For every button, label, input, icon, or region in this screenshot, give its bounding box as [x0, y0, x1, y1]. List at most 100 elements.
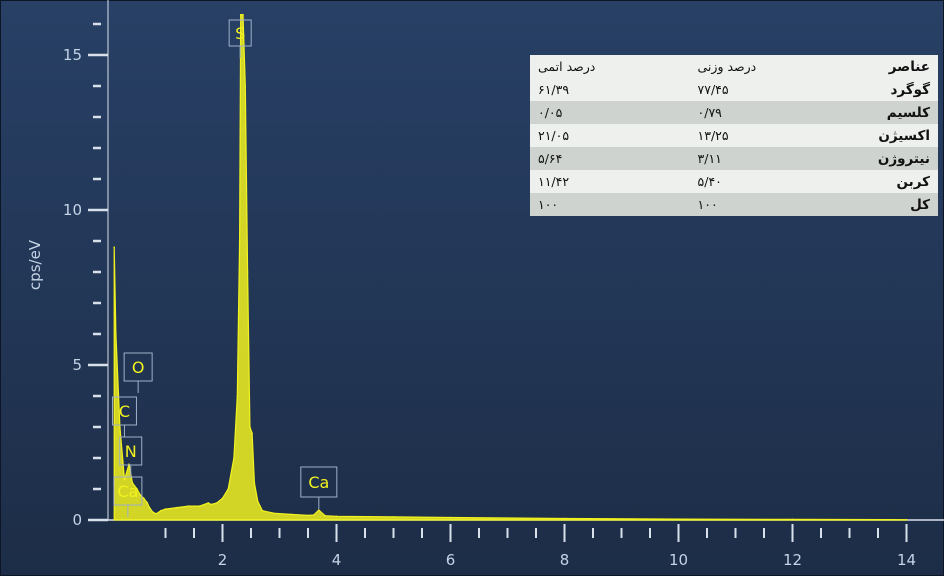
element-name-cell: نیتروژن	[877, 150, 930, 167]
spectrum-point	[239, 13, 242, 16]
y-tick-label: 0	[72, 511, 82, 529]
spectrum-point	[176, 506, 178, 509]
percent-cell: ۰/۰۵	[538, 105, 563, 120]
peak-label: Ca	[113, 476, 143, 517]
percent-cell: ۱۳/۲۵	[697, 128, 729, 143]
x-tick-label: 12	[783, 551, 802, 569]
spectrum-point	[312, 514, 315, 516]
spectrum-point	[290, 513, 292, 516]
peak-label: S	[228, 19, 252, 58]
table-header-cell: عناصر	[888, 58, 930, 75]
spectrum-point	[246, 271, 249, 273]
peak-label-text: N	[125, 442, 137, 461]
composition-table: عناصر درصد وزنی درصد اتمی گوگرد ۷۷/۴۵ ۶۱/۳۹ ک…	[530, 55, 938, 216]
x-tick-label: 8	[560, 551, 570, 569]
table-row: کربن ۵/۴۰ ۱۱/۴۲	[530, 170, 938, 193]
spectrum-point	[236, 395, 239, 397]
spectrum-point	[160, 509, 162, 512]
spectrum-point	[449, 516, 452, 519]
spectrum-point	[136, 488, 138, 490]
spectrum-point	[324, 514, 326, 517]
x-tick-label: 10	[669, 551, 688, 569]
percent-cell: ۱۱/۴۲	[538, 174, 570, 189]
spectrum-point	[677, 518, 680, 520]
y-tick-label: 5	[72, 356, 82, 374]
table-row: کل ۱۰۰ ۱۰۰	[530, 193, 938, 216]
percent-cell: ۰/۷۹	[697, 105, 722, 120]
spectrum-point	[139, 494, 142, 497]
spectrum-point	[152, 511, 154, 514]
spectrum-point	[233, 457, 235, 459]
spectrum-point	[216, 502, 218, 504]
peak-label-text: Ca	[117, 482, 138, 501]
percent-cell: ۱۰۰	[538, 197, 559, 212]
spectrum-point	[207, 502, 210, 504]
spectrum-point	[198, 505, 201, 507]
spectrum-point	[791, 518, 794, 521]
table-row: کلسیم ۰/۷۹ ۰/۰۵	[530, 101, 938, 124]
peak-label: C	[111, 396, 137, 437]
table-header-cell: درصد وزنی	[697, 59, 757, 74]
spectrum-point	[227, 488, 229, 490]
percent-cell: ۷۷/۴۵	[697, 82, 729, 97]
peak-label-text: S	[235, 24, 245, 43]
percent-cell: ۳/۱۱	[697, 151, 722, 166]
spectrum-point	[335, 515, 338, 518]
spectrum-point	[249, 426, 251, 428]
element-name-cell: گوگرد	[890, 81, 931, 98]
spectrum-point	[257, 500, 259, 503]
peak-label: O	[123, 352, 153, 393]
percent-cell: ۱۰۰	[697, 197, 718, 212]
element-name-cell: کل	[910, 196, 930, 213]
percent-cell: ۶۱/۳۹	[538, 82, 570, 97]
spectrum-point	[251, 432, 253, 435]
spectrum-point	[148, 506, 151, 509]
spectrum-point	[164, 508, 167, 510]
peak-label-text: Ca	[308, 473, 329, 492]
spectrum-point	[253, 482, 256, 484]
table-header-row: عناصر درصد وزنی درصد اتمی	[530, 55, 938, 78]
spectrum-point	[155, 513, 158, 515]
spectrum-point	[318, 509, 320, 511]
spectrum-point	[119, 426, 121, 428]
peak-label: N	[119, 436, 143, 477]
y-tick-label: 15	[63, 46, 82, 64]
x-tick-label: 4	[332, 551, 342, 569]
y-tick-label: 10	[63, 201, 82, 219]
peak-label: Ca	[300, 466, 338, 509]
peak-label-text: C	[119, 402, 130, 421]
spectrum-point	[143, 497, 145, 500]
spectrum-point	[146, 502, 149, 504]
table-row: اکسیژن ۱۳/۲۵ ۲۱/۰۵	[530, 124, 938, 147]
spectrum-point	[244, 85, 247, 87]
percent-cell: ۵/۶۴	[538, 151, 563, 166]
spectrum-point	[221, 497, 224, 500]
spectrum-point	[392, 516, 395, 518]
table-row: نیتروژن ۳/۱۱ ۵/۶۴	[530, 147, 938, 170]
spectrum-point	[238, 240, 241, 242]
spectrum-point	[307, 514, 309, 517]
percent-cell: ۵/۴۰	[697, 174, 722, 189]
percent-cell: ۲۱/۰۵	[538, 128, 570, 143]
spectrum-point	[115, 333, 117, 335]
spectrum-point	[905, 518, 908, 521]
x-tick-label: 6	[446, 551, 456, 569]
element-name-cell: کربن	[896, 173, 930, 190]
spectrum-point	[563, 517, 566, 520]
spectrum-point	[261, 509, 264, 512]
spectrum-point	[123, 478, 126, 481]
element-name-cell: کلسیم	[886, 104, 930, 121]
element-name-cell: اکسیژن	[878, 127, 930, 144]
spectrum-point	[131, 482, 134, 484]
y-axis-title: cps/eV	[26, 239, 44, 290]
spectrum-point	[273, 512, 275, 514]
table-row: گوگرد ۷۷/۴۵ ۶۱/۳۹	[530, 78, 938, 101]
peak-label-text: O	[132, 358, 145, 377]
spectrum-point	[242, 13, 244, 16]
spectrum-point	[113, 246, 115, 248]
spectrum-point	[187, 505, 190, 507]
x-tick-label: 14	[897, 551, 916, 569]
spectrum-point	[210, 503, 212, 506]
